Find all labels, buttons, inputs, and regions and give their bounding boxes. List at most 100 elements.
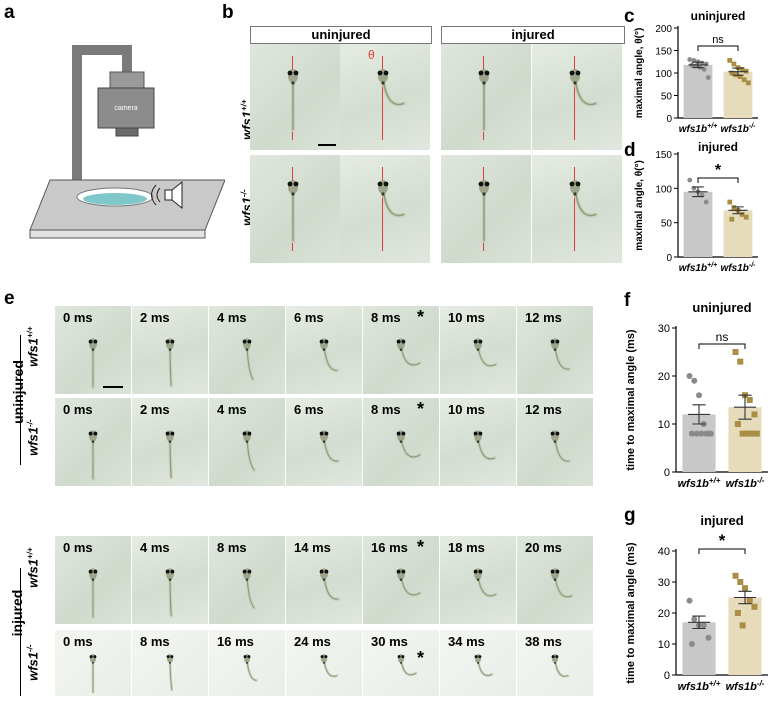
significance-bracket	[697, 177, 739, 183]
data-point	[739, 212, 745, 217]
error-bar	[687, 615, 711, 630]
data-point	[691, 58, 697, 63]
data-point	[734, 610, 741, 616]
data-point	[753, 430, 760, 437]
e-frame: 2 ms	[132, 398, 208, 486]
panel-label-b: b	[222, 2, 234, 23]
data-point	[687, 57, 693, 62]
e-frame: 2 ms	[132, 306, 208, 394]
frame-time-label: 0 ms	[63, 634, 93, 649]
e-frame: 20 ms	[517, 536, 593, 624]
data-point	[707, 430, 714, 437]
b-photo	[532, 44, 622, 150]
y-tick-label: 0	[664, 467, 670, 479]
data-point	[732, 349, 739, 355]
theta-label: θ	[368, 48, 375, 62]
e-frame: 8 ms	[132, 630, 208, 696]
data-point	[737, 358, 744, 365]
error-bar	[688, 186, 708, 198]
frame-time-label: 34 ms	[448, 634, 485, 649]
data-point	[698, 430, 705, 437]
y-tick-label: 50	[661, 219, 673, 230]
error-bar	[733, 394, 757, 420]
b-photo: θ	[340, 44, 430, 150]
panel-label-f: f	[624, 290, 631, 311]
frame-time-label: 0 ms	[63, 310, 93, 325]
data-point	[686, 597, 693, 604]
max-angle-star: *	[417, 537, 425, 557]
e-row1-genotype: wfs1+/+	[25, 326, 41, 367]
max-angle-star: *	[417, 648, 425, 668]
chart-title: injured	[700, 513, 743, 528]
significance-bracket	[697, 45, 739, 51]
error-bar	[728, 67, 748, 76]
data-point	[696, 392, 702, 399]
larva-image	[166, 654, 174, 692]
data-point	[739, 430, 746, 437]
y-tick-label: 10	[658, 639, 670, 651]
panel-label-c: c	[624, 6, 635, 27]
y-tick-label: 10	[658, 419, 670, 431]
axis-reference-line	[574, 167, 575, 251]
data-point	[732, 572, 739, 579]
frame-time-label: 20 ms	[525, 540, 562, 555]
data-point	[741, 77, 747, 83]
error-bar	[728, 206, 748, 215]
data-point	[700, 622, 707, 629]
e-frame: 12 ms	[517, 398, 593, 486]
data-point	[686, 373, 693, 379]
data-point	[743, 214, 749, 220]
group-bracket-uninjured	[20, 335, 21, 465]
setup-illustration: camera	[29, 45, 225, 239]
larva-image	[243, 654, 258, 682]
data-point	[731, 205, 737, 210]
panel-label-a: a	[4, 2, 15, 23]
y-tick-label: 40	[658, 546, 670, 558]
y-tick-label: 200	[655, 24, 672, 35]
larva-image	[396, 568, 422, 597]
group-label-injured: injured	[9, 589, 25, 637]
header-uninjured: uninjured	[250, 26, 432, 44]
y-tick-label: 0	[666, 253, 672, 264]
e-frame: 10 ms	[440, 306, 516, 394]
y-tick-label: 50	[661, 92, 673, 103]
data-point	[705, 634, 712, 641]
larva-image	[569, 180, 598, 218]
x-tick-label: wfs1b+/+	[678, 679, 721, 693]
larva-image	[550, 338, 571, 371]
y-tick-label: 0	[664, 670, 670, 682]
e-frame: 0 ms	[55, 630, 131, 696]
data-point	[751, 411, 758, 418]
frame-time-label: 0 ms	[63, 402, 93, 417]
axis-reference-line	[574, 56, 575, 140]
b-photo	[532, 155, 622, 263]
e-row2-genotype: wfs1-/-	[25, 419, 41, 456]
larva-image	[569, 69, 598, 107]
e-frame: 18 ms	[440, 536, 516, 624]
header-injured: injured	[441, 26, 625, 44]
panel-label-g: g	[624, 505, 636, 526]
y-tick-label: 150	[655, 47, 672, 58]
frame-time-label: 12 ms	[525, 402, 562, 417]
panel-label-d: d	[624, 140, 636, 161]
x-tick-label: wfs1b+/+	[679, 123, 717, 135]
axis-reference-line	[382, 56, 383, 140]
larva-image	[319, 430, 340, 463]
e-frame: 4 ms	[209, 398, 285, 486]
data-point	[729, 216, 735, 222]
error-bar	[687, 404, 711, 425]
e-frame: 0 ms	[55, 398, 131, 486]
larva-image	[242, 568, 256, 610]
y-tick-label: 20	[658, 371, 670, 383]
data-point	[727, 199, 733, 205]
data-point	[749, 430, 756, 437]
larva-image	[377, 69, 406, 107]
axis-reference-line	[382, 167, 383, 251]
e-frame: 16 ms	[209, 630, 285, 696]
larva-image	[397, 654, 418, 677]
frame-time-label: 8 ms	[217, 540, 247, 555]
scale-bar	[103, 386, 123, 388]
y-axis-label: maximal angle, θ(°)	[634, 160, 645, 251]
data-point	[701, 67, 707, 72]
chart-title: uninjured	[691, 9, 746, 23]
